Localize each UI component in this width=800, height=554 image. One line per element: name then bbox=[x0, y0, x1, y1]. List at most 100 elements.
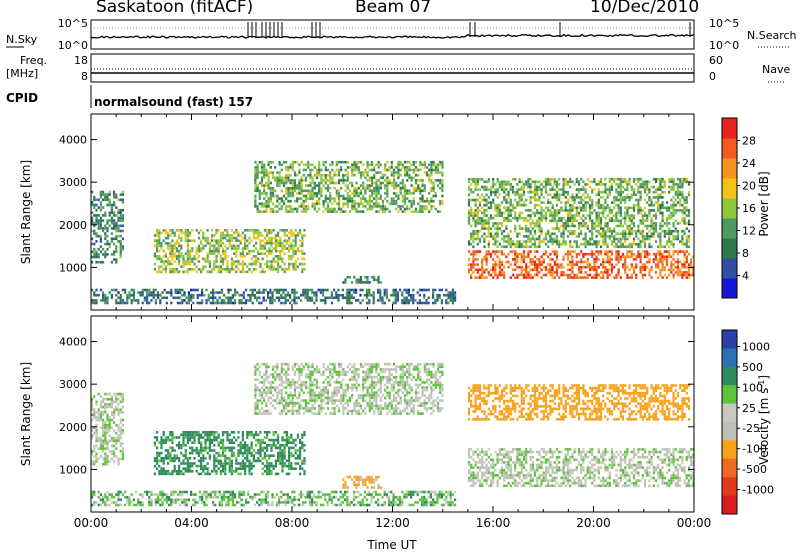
echo-cell bbox=[494, 203, 497, 207]
echo-cell bbox=[390, 160, 393, 164]
echo-cell bbox=[93, 431, 96, 435]
echo-cell bbox=[681, 265, 684, 269]
echo-cell bbox=[366, 293, 369, 297]
echo-cell bbox=[194, 288, 197, 292]
echo-cell bbox=[593, 177, 596, 181]
echo-cell bbox=[115, 436, 118, 440]
echo-cell bbox=[615, 242, 618, 246]
echo-cell bbox=[410, 176, 413, 180]
echo-cell bbox=[470, 268, 473, 272]
echo-cell bbox=[538, 198, 541, 202]
echo-cell bbox=[318, 192, 321, 195]
echo-cell bbox=[687, 271, 691, 274]
echo-cell bbox=[679, 201, 682, 204]
echo-cell bbox=[212, 299, 215, 302]
echo-cell bbox=[346, 184, 349, 187]
echo-cell bbox=[91, 397, 94, 401]
echo-cell bbox=[582, 265, 585, 269]
echo-cell bbox=[189, 262, 192, 266]
echo-cell bbox=[359, 301, 362, 305]
echo-cell bbox=[163, 296, 166, 300]
echo-cell bbox=[665, 263, 669, 266]
echo-cell bbox=[104, 462, 107, 466]
echo-cell bbox=[538, 211, 541, 215]
echo-cell bbox=[564, 183, 567, 186]
echo-cell bbox=[547, 209, 550, 212]
echo-cell bbox=[186, 462, 189, 465]
echo-cell bbox=[505, 206, 508, 210]
echo-cell bbox=[294, 249, 297, 253]
echo-cell bbox=[231, 301, 234, 305]
echo-cell bbox=[113, 195, 116, 199]
echo-cell bbox=[562, 232, 565, 236]
echo-cell bbox=[582, 198, 585, 202]
echo-cell bbox=[215, 247, 218, 250]
echo-cell bbox=[608, 180, 611, 184]
echo-cell bbox=[599, 232, 603, 236]
echo-cell bbox=[121, 190, 124, 194]
echo-cell bbox=[529, 224, 532, 228]
echo-cell bbox=[646, 214, 649, 217]
echo-cell bbox=[254, 199, 257, 203]
echo-cell bbox=[492, 242, 495, 246]
echo-cell bbox=[613, 229, 616, 233]
echo-cell bbox=[104, 426, 107, 430]
echo-cell bbox=[208, 242, 211, 245]
echo-cell bbox=[191, 464, 194, 468]
echo-cell bbox=[617, 273, 620, 277]
echo-cell bbox=[542, 252, 545, 256]
echo-cell bbox=[641, 240, 644, 243]
echo-cell bbox=[470, 232, 473, 236]
echo-cell bbox=[189, 234, 192, 237]
echo-cell bbox=[353, 160, 356, 164]
echo-cell bbox=[540, 188, 543, 191]
echo-cell bbox=[685, 242, 688, 246]
echo-cell bbox=[301, 242, 304, 245]
echo-cell bbox=[657, 265, 660, 269]
echo-cell bbox=[661, 268, 664, 272]
echo-cell bbox=[277, 242, 280, 245]
echo-cell bbox=[283, 239, 286, 242]
echo-cell bbox=[483, 258, 486, 261]
echo-cell bbox=[414, 186, 418, 190]
echo-cell bbox=[478, 201, 482, 204]
echo-cell bbox=[264, 299, 267, 302]
echo-cell bbox=[527, 237, 530, 241]
echo-cell bbox=[615, 177, 618, 181]
echo-cell bbox=[586, 240, 589, 243]
echo-cell bbox=[110, 436, 113, 440]
echo-cell bbox=[386, 168, 389, 172]
echo-cell bbox=[386, 184, 389, 187]
echo-cell bbox=[676, 268, 680, 272]
echo-cell bbox=[518, 265, 521, 269]
echo-cell bbox=[412, 176, 415, 180]
echo-cell bbox=[333, 207, 336, 211]
echo-cell bbox=[104, 455, 107, 458]
echo-cell bbox=[619, 188, 622, 191]
echo-cell bbox=[117, 426, 120, 430]
echo-cell bbox=[304, 176, 308, 180]
echo-cell bbox=[164, 438, 167, 442]
echo-cell bbox=[542, 216, 545, 220]
echo-cell bbox=[395, 171, 398, 174]
echo-cell bbox=[406, 160, 409, 164]
echo-cell bbox=[355, 166, 358, 169]
echo-cell bbox=[190, 288, 193, 292]
echo-cell bbox=[628, 183, 631, 186]
echo-cell bbox=[189, 467, 192, 470]
echo-cell bbox=[121, 455, 124, 458]
echo-cell bbox=[494, 222, 497, 225]
echo-cell bbox=[509, 183, 512, 186]
echo-cell bbox=[173, 459, 176, 463]
echo-cell bbox=[602, 183, 605, 186]
echo-cell bbox=[366, 288, 369, 292]
echo-cell bbox=[580, 232, 583, 236]
echo-cell bbox=[307, 197, 310, 200]
echo-cell bbox=[522, 258, 526, 261]
echo-cell bbox=[277, 255, 280, 258]
echo-cell bbox=[514, 268, 517, 272]
echo-cell bbox=[121, 449, 124, 453]
echo-cell bbox=[619, 177, 622, 181]
echo-cell bbox=[377, 299, 380, 302]
echo-cell bbox=[591, 237, 594, 241]
